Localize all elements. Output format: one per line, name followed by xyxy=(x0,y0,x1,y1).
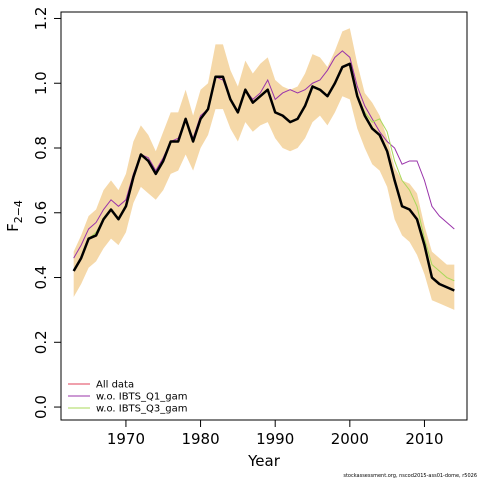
plot-area xyxy=(72,28,455,310)
x-tick-label: 2010 xyxy=(405,430,443,448)
y-tick-label: 1.2 xyxy=(32,7,50,31)
y-tick-label: 0.0 xyxy=(32,395,50,419)
x-tick-label: 1990 xyxy=(256,430,294,448)
legend-label-1: All data xyxy=(96,380,134,391)
x-axis: 1970 1980 1990 2000 2010 xyxy=(107,420,444,448)
y-axis-label: F2−4 xyxy=(4,200,25,232)
y-tick-label: 0.4 xyxy=(32,266,50,290)
x-axis-label: Year xyxy=(247,452,281,470)
y-tick-label: 0.6 xyxy=(32,201,50,225)
footnote: stockassessment.org, nscod2015-ass01-dom… xyxy=(343,473,477,479)
svg-text:F2−4: F2−4 xyxy=(4,200,25,232)
y-tick-label: 0.8 xyxy=(32,136,50,160)
x-tick-label: 1980 xyxy=(181,430,219,448)
y-axis-label-sub: 2−4 xyxy=(12,200,25,223)
legend-label-2: w.o. IBTS_Q1_gam xyxy=(96,392,187,403)
y-tick-label: 1.0 xyxy=(32,71,50,95)
y-tick-label: 0.2 xyxy=(32,330,50,354)
x-tick-label: 1970 xyxy=(107,430,145,448)
y-axis-label-main: F xyxy=(4,223,22,232)
x-tick-label: 2000 xyxy=(331,430,369,448)
legend-label-3: w.o. IBTS_Q3_gam xyxy=(96,404,187,415)
y-axis: 0.0 0.2 0.4 0.6 0.8 1.0 1.2 xyxy=(32,7,61,419)
estimate-line xyxy=(72,62,455,292)
plot-frame xyxy=(60,11,468,421)
